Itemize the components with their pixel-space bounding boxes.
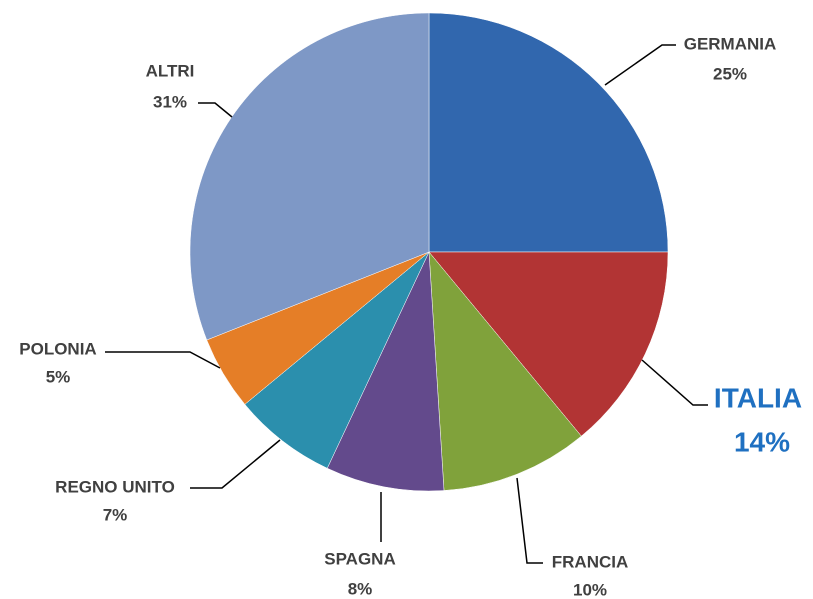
leader-line [198,102,233,118]
slice-label: ITALIA [714,382,802,413]
value-label: 31% [153,92,187,111]
slice-label: SPAGNA [324,549,395,568]
pie-slice [244,251,430,469]
pie-slice [189,12,430,341]
slice-label: POLONIA [19,339,96,358]
leader-line [105,351,221,369]
value-label: 5% [46,367,71,386]
leader-line [641,359,708,406]
value-label: 7% [103,505,128,524]
leader-line [604,44,676,86]
value-label: 25% [713,64,747,83]
pie-slice [428,251,669,437]
value-label: 8% [348,579,373,598]
leader-line [190,439,281,489]
pie-slice [428,12,669,253]
value-label: 14% [734,426,790,457]
slice-label: REGNO UNITO [55,477,175,496]
pie-slice [326,251,445,492]
value-label: 10% [573,580,607,599]
slice-label: GERMANIA [684,34,777,53]
slice-label: ALTRI [146,61,195,80]
pie-slice [428,251,582,491]
leader-line [516,477,543,564]
slice-label: FRANCIA [552,552,629,571]
